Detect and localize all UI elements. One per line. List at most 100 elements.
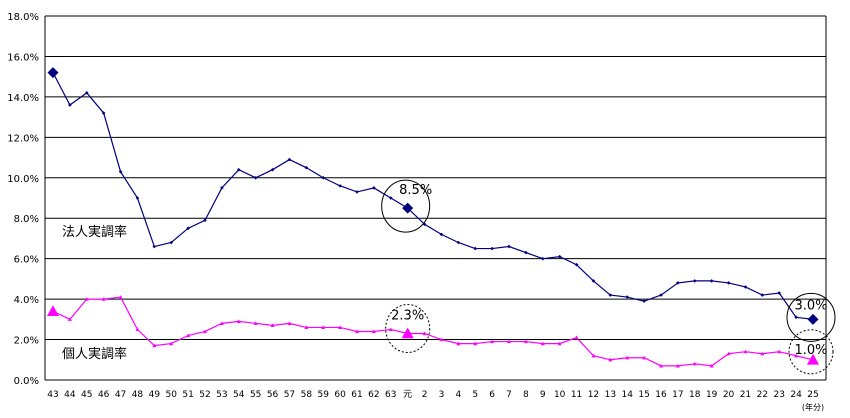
data-point (807, 313, 819, 325)
x-tick-label: 63 (385, 390, 396, 400)
data-point (203, 329, 207, 334)
y-tick-label: 10.0% (7, 174, 39, 185)
x-tick-label: 19 (706, 390, 718, 400)
y-tick-label: 8.0% (14, 214, 39, 225)
x-tick-label: 62 (368, 390, 379, 400)
data-label: 2.3% (391, 308, 424, 323)
data-point (47, 67, 59, 79)
data-point (68, 103, 72, 107)
x-tick-label: 18 (689, 390, 701, 400)
x-tick-label: 2 (422, 390, 428, 400)
x-tick-label: 58 (301, 390, 313, 400)
data-label: 3.0% (794, 298, 827, 313)
data-point (388, 196, 393, 200)
x-tick-label: 48 (132, 390, 144, 400)
data-point (186, 333, 191, 338)
x-tick-label: 20 (723, 390, 735, 400)
x-tick-label: 56 (267, 390, 279, 400)
x-tick-label: 9 (540, 390, 546, 400)
data-point (507, 244, 511, 249)
data-point (101, 111, 106, 115)
y-tick-label: 14.0% (7, 93, 39, 104)
y-tick-label: 4.0% (14, 295, 39, 306)
x-tick-label: 57 (284, 390, 295, 400)
data-point (574, 335, 579, 340)
callout-circle (381, 179, 431, 233)
x-tick-label: 25 (807, 390, 818, 400)
data-point (67, 317, 72, 321)
data-point (439, 232, 444, 237)
x-tick-label: 7 (506, 390, 512, 400)
data-point (557, 254, 562, 259)
data-point (523, 339, 528, 344)
y-tick-label: 12.0% (7, 133, 39, 144)
y-tick-label: 6.0% (14, 255, 39, 266)
data-point (304, 165, 309, 170)
x-tick-label: 24 (790, 390, 802, 400)
data-point (270, 167, 275, 172)
x-tick-label: 61 (351, 390, 362, 400)
x-tick-label: 16 (655, 390, 667, 400)
data-point (371, 329, 376, 334)
data-point (169, 341, 174, 346)
x-tick-label: 10 (554, 390, 566, 400)
data-point (709, 363, 714, 368)
data-point (675, 363, 680, 368)
data-point (743, 349, 748, 354)
x-tick-label: 54 (233, 390, 245, 400)
series-line-0 (52, 72, 814, 320)
data-point (338, 184, 342, 188)
data-point (524, 250, 528, 255)
data-label: 8.5% (399, 183, 432, 198)
x-tick-label: 47 (115, 390, 126, 400)
callout-circle (385, 303, 431, 353)
x-tick-label: 55 (250, 390, 261, 400)
data-point (726, 351, 731, 356)
y-tick-label: 16.0% (7, 52, 39, 63)
data-point (152, 343, 157, 348)
data-point (507, 339, 511, 344)
x-tick-label: 11 (571, 390, 582, 400)
data-point (287, 157, 292, 162)
data-point (473, 246, 478, 251)
x-tick-label: 59 (317, 390, 329, 400)
data-point (84, 91, 89, 95)
data-point (760, 293, 765, 297)
data-point (219, 321, 224, 325)
x-tick-label: 元 (403, 390, 412, 400)
x-tick-label: 12 (588, 390, 599, 400)
data-label: 1.0% (794, 343, 827, 358)
data-point (270, 323, 275, 327)
callout-circle (786, 292, 836, 342)
data-point (794, 353, 799, 358)
data-point (642, 355, 647, 360)
data-point (287, 321, 292, 325)
data-point (490, 246, 494, 251)
x-tick-label: 51 (182, 390, 193, 400)
data-point (84, 297, 89, 301)
x-tick-label: 22 (757, 390, 768, 400)
data-point (456, 240, 461, 245)
data-point (338, 325, 343, 330)
data-point (608, 293, 613, 297)
data-point (101, 297, 106, 301)
data-point (490, 339, 495, 344)
x-tick-label: 17 (672, 390, 683, 400)
data-point (372, 186, 376, 190)
x-tick-label: 21 (740, 390, 751, 400)
data-point (186, 226, 190, 231)
data-point (135, 327, 140, 332)
x-tick-label: 60 (334, 390, 346, 400)
y-tick-label: 18.0% (7, 12, 39, 23)
series-label-corporate: 法人実調率 (62, 224, 127, 240)
data-point (794, 315, 798, 320)
data-point (253, 321, 258, 325)
data-point (625, 295, 630, 299)
y-tick-label: 0.0% (14, 376, 39, 387)
x-tick-label: 52 (199, 390, 210, 400)
series-label-individual: 個人実調率 (62, 346, 127, 362)
x-tick-label: 4 (455, 390, 461, 400)
series-line-1 (52, 296, 814, 367)
y-tick-label: 2.0% (14, 336, 39, 347)
data-point (236, 167, 241, 172)
